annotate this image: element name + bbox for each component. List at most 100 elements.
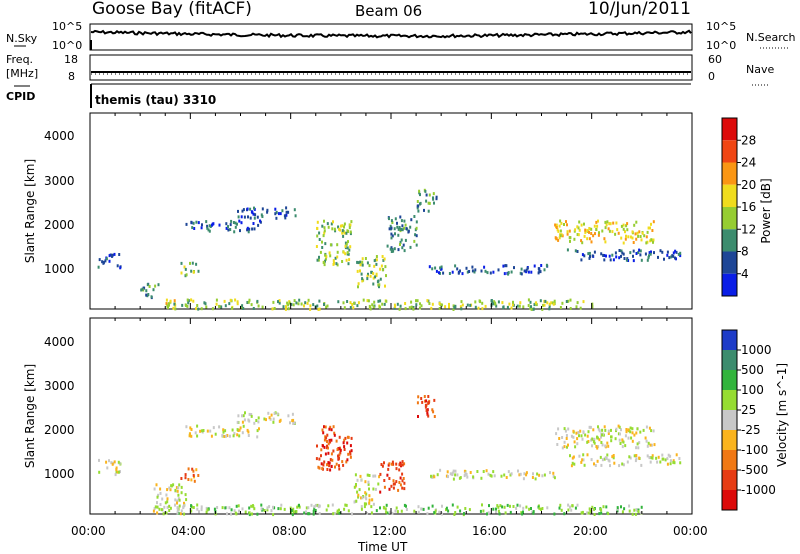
heatmap-cell (431, 475, 434, 479)
heatmap-cell (546, 301, 549, 305)
heatmap-cell (480, 269, 483, 273)
heatmap-cell (605, 223, 608, 227)
heatmap-cell (474, 305, 477, 309)
heatmap-cell (334, 229, 337, 233)
heatmap-cell (328, 438, 331, 442)
heatmap-cell (650, 429, 653, 433)
heatmap-cell (636, 427, 639, 431)
heatmap-cell (346, 251, 349, 255)
heatmap-cell (166, 505, 169, 509)
heatmap-cell (198, 510, 200, 514)
heatmap-cell (332, 512, 335, 516)
heatmap-cell (333, 261, 335, 265)
xtick-0: 00:00 (71, 524, 106, 538)
heatmap-cell (486, 512, 488, 516)
heatmap-cell (646, 258, 649, 262)
heatmap-cell (463, 469, 466, 473)
heatmap-cell (518, 304, 521, 308)
heatmap-cell (557, 238, 560, 242)
heatmap-cell (637, 251, 640, 254)
heatmap-cell (365, 497, 368, 501)
heatmap-cell (312, 509, 315, 513)
heatmap-cell (204, 302, 207, 306)
heatmap-cell (372, 487, 375, 491)
heatmap-cell (202, 429, 205, 432)
heatmap-cell (248, 513, 251, 517)
heatmap-cell (605, 254, 607, 258)
heatmap-cell (153, 487, 156, 491)
heatmap-cell (628, 455, 631, 459)
heatmap-cell (424, 189, 427, 193)
cpid-program-label: themis (tau) 3310 (95, 93, 216, 107)
heatmap-cell (651, 454, 654, 458)
heatmap-cell (174, 503, 176, 507)
heatmap-cell (652, 429, 655, 433)
heatmap-cell (604, 428, 607, 432)
heatmap-cell (313, 505, 316, 509)
heatmap-cell (344, 436, 347, 440)
heatmap-cell (543, 268, 546, 272)
heatmap-cell (317, 308, 320, 311)
heatmap-cell (213, 507, 216, 511)
heatmap-cell (542, 303, 545, 307)
heatmap-cell (610, 428, 612, 432)
heatmap-cell (611, 230, 614, 234)
heatmap-cell (153, 507, 156, 511)
heatmap-cell (522, 510, 524, 514)
heatmap-cell (416, 204, 419, 208)
heatmap-cell (145, 289, 148, 293)
heatmap-cell (561, 301, 564, 305)
heatmap-cell (187, 301, 190, 305)
heatmap-cell (366, 299, 369, 303)
heatmap-cell (525, 505, 528, 509)
heatmap-cell (345, 242, 348, 246)
heatmap-cell (229, 223, 232, 227)
heatmap-cell (648, 426, 651, 430)
heatmap-cell (218, 425, 221, 429)
heatmap-cell (242, 307, 245, 310)
heatmap-cell (586, 434, 589, 438)
heatmap-cell (427, 201, 430, 205)
heatmap-cell (211, 307, 214, 311)
heatmap-cell (592, 234, 595, 238)
heatmap-cell (589, 425, 592, 429)
heatmap-cell (465, 472, 468, 476)
heatmap-cell (608, 229, 611, 233)
heatmap-cell (438, 271, 440, 275)
heatmap-cell (559, 229, 562, 233)
heatmap-cell (189, 261, 191, 265)
heatmap-cell (558, 236, 561, 240)
heatmap-cell (663, 257, 665, 261)
heatmap-cell (228, 506, 231, 510)
heatmap-cell (226, 434, 229, 437)
heatmap-cell (474, 300, 477, 304)
heatmap-cell (196, 424, 199, 428)
heatmap-cell (607, 458, 610, 462)
heatmap-cell (253, 216, 256, 220)
heatmap-cell (391, 511, 394, 515)
heatmap-cell (566, 445, 568, 449)
heatmap-cell (415, 299, 417, 303)
heatmap-cell (261, 305, 264, 309)
heatmap-cell (427, 414, 430, 418)
heatmap-cell (412, 306, 415, 309)
heatmap-cell (298, 503, 300, 507)
heatmap-cell (160, 508, 163, 512)
heatmap-cell (250, 303, 253, 307)
heatmap-cell (268, 505, 271, 509)
heatmap-cell (506, 503, 509, 507)
heatmap-cell (631, 427, 634, 431)
heatmap-cell (383, 485, 386, 489)
colorbar-tick-label: 100 (741, 383, 764, 397)
heatmap-cell (379, 299, 382, 303)
nave-label: Nave (746, 63, 774, 76)
heatmap-cell (236, 428, 239, 432)
heatmap-cell (346, 441, 349, 445)
heatmap-cell (617, 424, 620, 428)
heatmap-cell (579, 306, 582, 310)
heatmap-cell (349, 301, 352, 305)
heatmap-cell (260, 213, 263, 217)
heatmap-cell (527, 270, 530, 274)
heatmap-cell (304, 510, 307, 514)
heatmap-cell (629, 426, 632, 430)
